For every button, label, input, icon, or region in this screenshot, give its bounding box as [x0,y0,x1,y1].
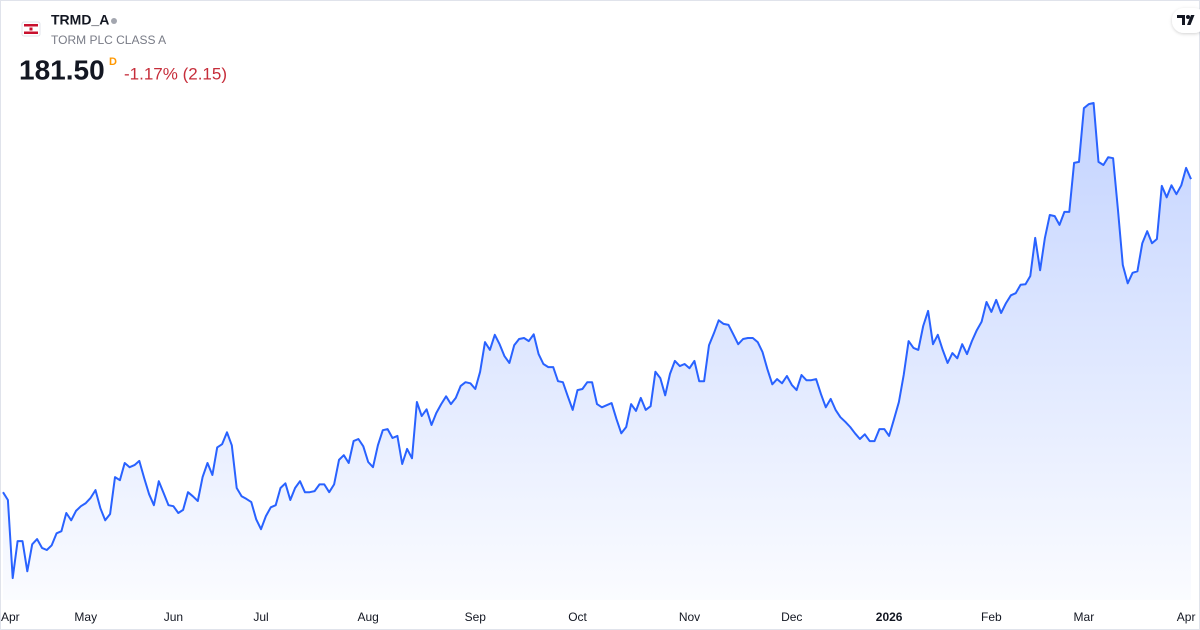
status-dot [111,18,117,24]
x-tick-label: Apr [1,610,20,624]
interval: D [109,56,117,68]
x-tick-label: Jul [253,610,268,624]
logo-mark [1177,15,1195,25]
x-tick-label: Dec [781,610,802,624]
x-tick-label: Nov [679,610,700,624]
logo [1172,8,1200,33]
x-tick-label: Aug [357,610,378,624]
x-tick-label: Feb [981,610,1002,624]
instrument-name: TORM PLC CLASS A [51,33,166,47]
symbol: TRMD_A [51,12,109,28]
flag-icon [21,21,41,37]
x-tick-label: Sep [465,610,487,624]
x-tick-label: Mar [1074,610,1095,624]
x-tick-label: Jun [164,610,183,624]
x-tick-label: Oct [568,610,587,624]
x-tick-label: Apr [1177,610,1196,624]
change: -1.17% (2.15) [124,64,227,83]
plot [2,102,1192,600]
area-fill [3,103,1191,600]
price: 181.50 [19,54,105,85]
price-line [2,102,1192,580]
x-tick-label: May [74,610,97,624]
x-tick-label: 2026 [876,610,903,624]
